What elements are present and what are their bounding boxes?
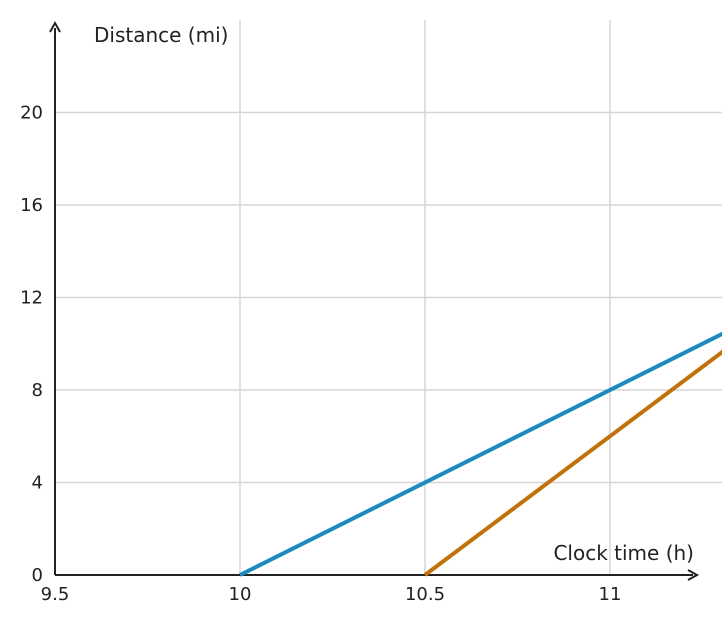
y-tick-label: 0 bbox=[32, 565, 43, 586]
y-tick-label: 16 bbox=[20, 195, 43, 216]
y-tick-label: 12 bbox=[20, 288, 43, 309]
x-axis-title: Clock time (h) bbox=[553, 541, 694, 565]
series-line-f bbox=[239, 331, 722, 577]
y-tick-label: 8 bbox=[32, 380, 43, 401]
x-tick-label: 11 bbox=[599, 584, 622, 605]
x-tick-label: 9.5 bbox=[41, 584, 70, 605]
y-tick-label: 4 bbox=[32, 473, 43, 494]
series-lines: fg bbox=[239, 331, 722, 577]
grid-lines bbox=[55, 20, 722, 575]
y-axis-title: Distance (mi) bbox=[94, 23, 228, 47]
x-tick-label: 10.5 bbox=[405, 584, 445, 605]
series-line-g bbox=[423, 349, 722, 577]
axes bbox=[49, 20, 700, 581]
x-tick-label: 10 bbox=[229, 584, 252, 605]
y-tick-label: 20 bbox=[20, 103, 43, 124]
x-axis-arrow-icon bbox=[687, 569, 700, 581]
y-axis-arrow-icon bbox=[49, 20, 61, 33]
